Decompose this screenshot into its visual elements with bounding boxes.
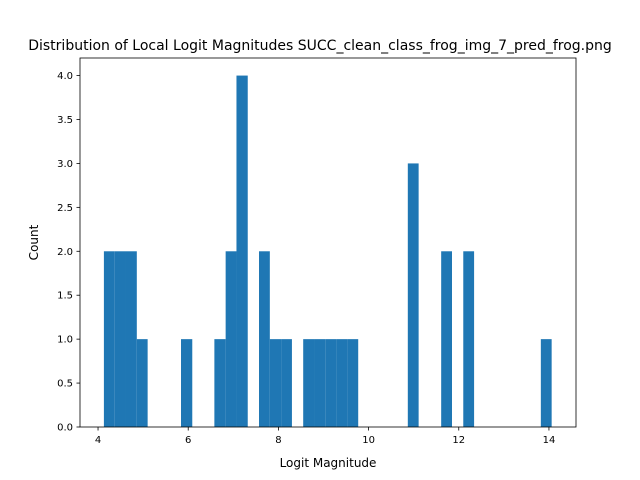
histogram-bar (259, 251, 270, 427)
y-tick-label: 0.5 (57, 379, 73, 390)
histogram-bar (136, 339, 148, 427)
histogram-bar (407, 163, 419, 427)
bars-group (103, 75, 552, 428)
x-axis-label: Logit Magnitude (280, 456, 377, 470)
histogram-bar (540, 339, 552, 427)
x-tick-label: 14 (543, 435, 556, 446)
histogram-bar (114, 251, 126, 427)
histogram-bar (214, 339, 226, 427)
histogram-bar (325, 339, 337, 427)
plot-frame (79, 57, 577, 428)
x-tick-label: 12 (452, 435, 465, 446)
histogram-bar (125, 251, 137, 427)
x-tick-label: 10 (362, 435, 375, 446)
histogram-bar (303, 339, 315, 427)
histogram-bar (181, 339, 193, 427)
histogram-bar (269, 339, 282, 427)
x-tick-label: 6 (185, 435, 191, 446)
chart-title: Distribution of Local Logit Magnitudes S… (28, 38, 612, 54)
histogram-bar (225, 251, 237, 427)
x-axis-ticks: 4 6 8 10 12 14 (95, 427, 555, 446)
x-tick-label: 8 (275, 435, 281, 446)
histogram-bar (347, 339, 359, 427)
y-tick-label: 4.0 (57, 71, 73, 82)
x-tick-label: 4 (95, 435, 101, 446)
histogram-bar (441, 251, 452, 427)
histogram-bar (336, 339, 348, 427)
histogram-bar (463, 251, 475, 427)
y-tick-label: 1.5 (57, 291, 73, 302)
y-axis-label: Count (27, 224, 41, 260)
y-tick-label: 2.5 (57, 203, 73, 214)
y-tick-label: 2.0 (57, 247, 73, 258)
y-tick-label: 1.0 (57, 335, 73, 346)
histogram-bar (314, 339, 326, 427)
y-tick-label: 3.5 (57, 115, 73, 126)
y-tick-label: 3.0 (57, 159, 73, 170)
y-tick-label: 0.0 (57, 423, 73, 434)
y-axis-ticks: 0.0 0.5 1.0 1.5 2.0 2.5 3.0 3.5 4.0 (57, 71, 80, 434)
histogram-bar (281, 339, 292, 427)
histogram-bar (236, 75, 248, 428)
histogram-bar (103, 251, 115, 427)
